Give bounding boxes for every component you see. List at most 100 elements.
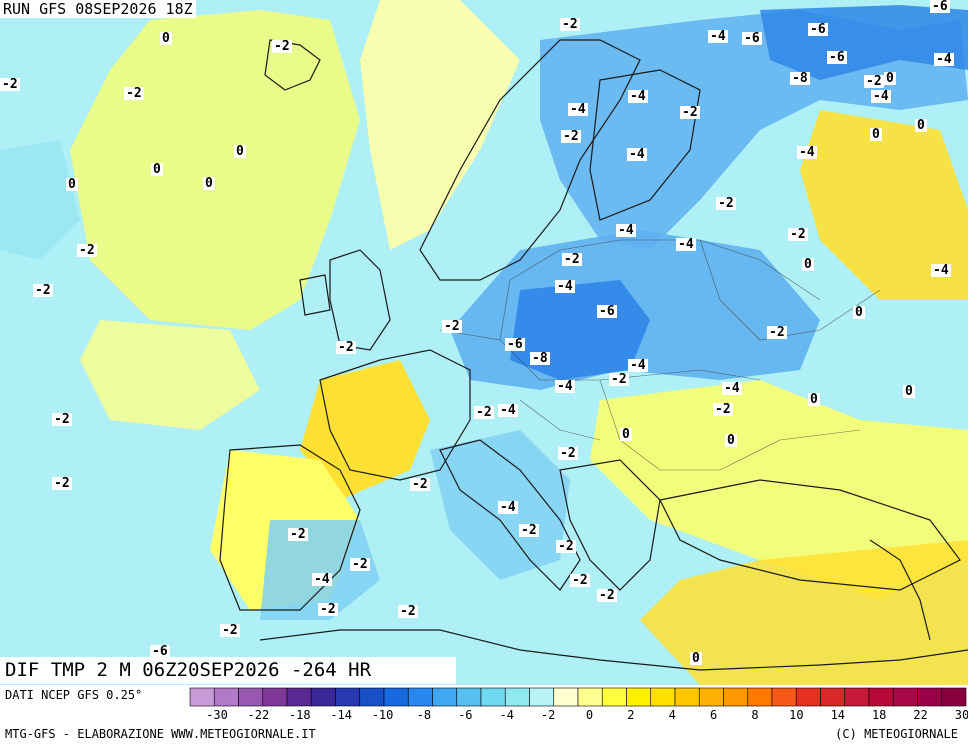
color-scale-cell [189, 687, 215, 707]
contour-label: -2 [474, 405, 494, 420]
color-scale-cell [723, 687, 749, 707]
color-scale-tick: 8 [751, 708, 759, 722]
color-scale-tick: -14 [330, 708, 352, 722]
color-scale-cell [553, 687, 579, 707]
contour-label: 0 [160, 31, 172, 46]
color-scale-cell [504, 687, 530, 707]
contour-label: -2 [609, 372, 629, 387]
contour-label: -4 [628, 358, 648, 373]
contour-label: -4 [628, 89, 648, 104]
color-scale-tick: 18 [871, 708, 887, 722]
color-scale-tick: -18 [288, 708, 311, 722]
color-scale-cell [795, 687, 821, 707]
contour-label: -2 [864, 74, 884, 89]
contour-label: -2 [410, 477, 430, 492]
color-scale-cell [674, 687, 700, 707]
contour-label: -2 [767, 325, 787, 340]
color-scale-cell [626, 687, 652, 707]
color-scale-tick: 6 [710, 708, 718, 722]
contour-label: -2 [77, 243, 97, 258]
contour-label: -2 [562, 252, 582, 267]
contour-label: -2 [570, 573, 590, 588]
anomaly-map[interactable]: RUN GFS 08SEP2026 18Z 0 -2 -2 -2 0 0 0 0… [0, 0, 968, 685]
contour-label: -6 [930, 0, 950, 14]
contour-label: 0 [203, 176, 215, 191]
color-scale-cell [359, 687, 385, 707]
color-scale-tick: 10 [789, 708, 804, 722]
color-scale-tick: -22 [247, 708, 270, 722]
color-scale-cell [432, 687, 458, 707]
color-scale-cell [601, 687, 627, 707]
contour-label: -2 [318, 602, 338, 617]
color-scale-cell [917, 687, 943, 707]
contour-label: -2 [288, 527, 308, 542]
color-scale-tick: -8 [416, 708, 432, 722]
color-scale-cell [698, 687, 724, 707]
contour-label: -4 [312, 572, 332, 587]
contour-label: -6 [742, 31, 762, 46]
contour-label: -6 [808, 22, 828, 37]
warm-area-turkey [640, 540, 968, 685]
contour-label: 0 [802, 257, 814, 272]
color-scale-cell [844, 687, 870, 707]
color-scale-tick: -30 [206, 708, 228, 722]
color-scale-cell [383, 687, 409, 707]
contour-label: -4 [934, 52, 954, 67]
contour-label: 0 [725, 433, 737, 448]
color-scale-cell [480, 687, 506, 707]
contour-label: -6 [597, 304, 617, 319]
contour-label: -4 [722, 381, 742, 396]
color-scale-cell [310, 687, 336, 707]
contour-label: -4 [797, 145, 817, 160]
color-scale-cell [213, 687, 239, 707]
run-header: RUN GFS 08SEP2026 18Z [0, 0, 196, 18]
color-scale-tick: 0 [585, 708, 594, 722]
warm-area-balkans [590, 380, 968, 600]
color-scale-cell [892, 687, 918, 707]
color-scale-cell [820, 687, 846, 707]
color-scale-tick: 2 [627, 708, 635, 722]
data-source: DATI NCEP GFS 0.25° [5, 688, 143, 702]
contour-label: -6 [505, 337, 525, 352]
contour-label: -2 [272, 39, 292, 54]
contour-label: 0 [808, 392, 820, 407]
color-scale-tick: -10 [371, 708, 394, 722]
contour-label: -4 [555, 379, 575, 394]
contour-label: -2 [680, 105, 700, 120]
color-scale-cell [407, 687, 433, 707]
color-scale-cell [941, 687, 967, 707]
color-scale-tick: -6 [458, 708, 473, 722]
contour-label: 0 [915, 118, 927, 133]
credit: MTG-GFS - ELABORAZIONE WWW.METEOGIORNALE… [5, 727, 316, 741]
color-scale-svg [189, 687, 967, 707]
contour-label: -2 [398, 604, 418, 619]
contour-label: -2 [713, 402, 733, 417]
contour-label: 0 [690, 651, 702, 666]
contour-label: 0 [870, 127, 882, 142]
contour-label: 0 [234, 144, 246, 159]
contour-label: -2 [52, 476, 72, 491]
contour-label: -6 [150, 644, 170, 659]
contour-label: -2 [597, 588, 617, 603]
contour-label: -2 [52, 412, 72, 427]
contour-label: -2 [788, 227, 808, 242]
color-scale-cell [456, 687, 482, 707]
contour-label: -8 [790, 71, 810, 86]
warm-area-biscay [80, 320, 260, 430]
contour-label: -2 [220, 623, 240, 638]
contour-label: -2 [124, 86, 144, 101]
copyright: (C) METEOGIORNALE [835, 727, 958, 741]
contour-label: 0 [903, 384, 915, 399]
contour-label: 0 [66, 177, 78, 192]
contour-label: -4 [568, 102, 588, 117]
color-scale-cell [262, 687, 288, 707]
cold-area-spain-east [260, 520, 380, 620]
contour-label: -4 [498, 403, 518, 418]
color-scale [189, 687, 967, 711]
color-scale-cell [868, 687, 894, 707]
contour-label: -4 [708, 29, 728, 44]
neutral-area-north [360, 0, 520, 250]
color-scale-ticks: -30 -22 -18 -14 -10 -8 -6 -4 -2 0 2 4 6 8 10 14 18 22 30 [189, 708, 968, 724]
contour-label: 0 [151, 162, 163, 177]
color-scale-cell [286, 687, 312, 707]
